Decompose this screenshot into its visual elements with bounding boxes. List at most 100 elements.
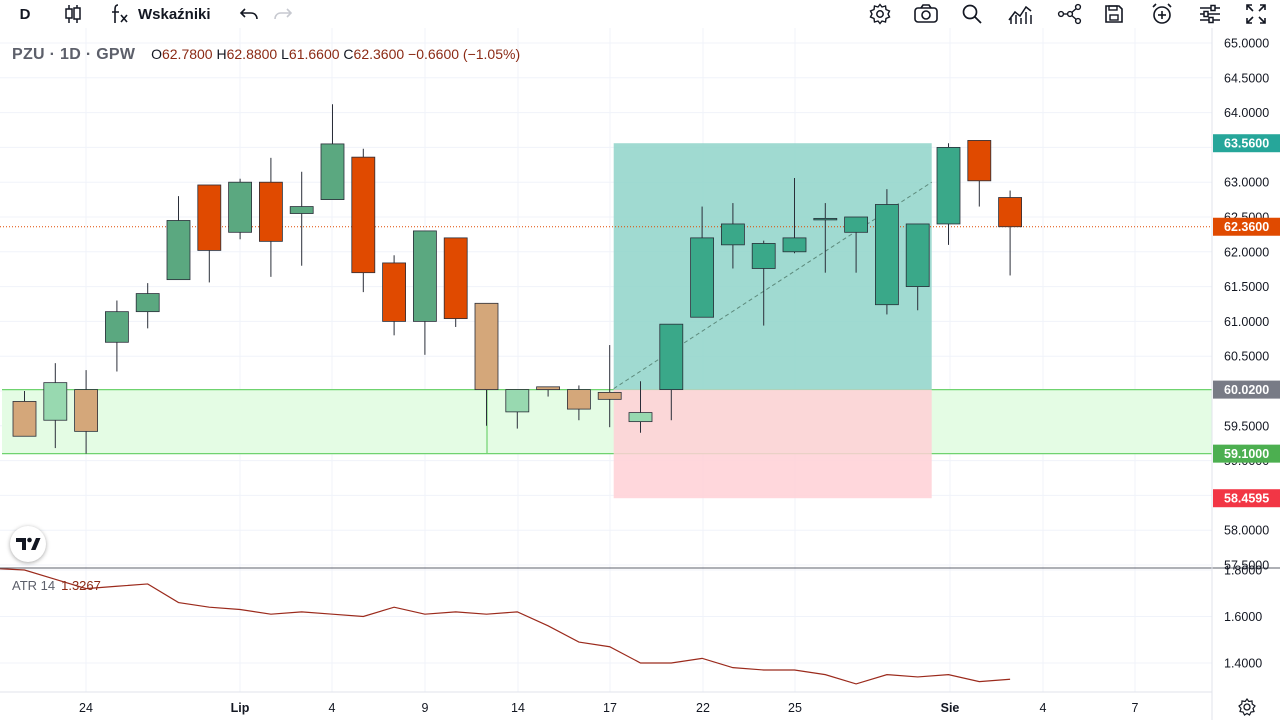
price-tag [1213,217,1280,236]
top-toolbar: D Wskaźniki [0,0,1280,28]
candle-body [844,216,868,233]
time-tick-label: 22 [696,701,710,715]
price-tag-label: 62.3600 [1224,220,1269,234]
candle-body [289,206,314,214]
candle[interactable] [567,385,591,421]
candle[interactable] [659,323,684,421]
redo-icon[interactable] [270,2,296,26]
undo-icon[interactable] [236,2,262,26]
price-tick-label: 57.5000 [1224,559,1269,573]
time-tick-label: Lip [231,701,250,715]
atr-name: ATR 14 [12,578,56,593]
candle[interactable] [105,300,129,372]
candle-body [166,220,191,281]
tradingview-logo[interactable] [10,526,46,562]
candle-body [505,389,530,413]
atr-value: 1.3267 [61,578,101,593]
candle[interactable] [320,104,345,200]
axis-settings-icon[interactable] [1238,697,1256,716]
camera-icon[interactable] [912,2,940,26]
candle[interactable] [844,216,868,273]
time-tick-label: 4 [1040,701,1047,715]
price-tick-label: 64.0000 [1224,106,1269,120]
price-tag-label: 58.4595 [1224,492,1269,506]
candles-icon[interactable] [60,2,86,26]
candle-body [597,391,622,400]
candle[interactable] [690,206,714,318]
candle[interactable] [258,157,283,277]
candle[interactable] [443,237,468,327]
candle-body [105,311,129,343]
compare-icon[interactable] [1006,2,1034,26]
symbol-title[interactable]: PZU · 1D · GPW [12,46,136,63]
candle[interactable] [382,255,407,336]
price-tick-label: 58.0000 [1224,524,1269,538]
network-icon[interactable] [1056,2,1084,26]
interval-button[interactable]: D [12,2,38,26]
candle-body [936,146,961,225]
settings-icon[interactable] [866,2,894,26]
loss-zone [613,389,932,499]
indicators-button[interactable]: Wskaźniki [108,2,224,26]
candle[interactable] [628,381,653,433]
interval-label: D [19,5,31,23]
high-value: 62.8800 [226,46,278,62]
search-icon[interactable] [958,2,986,26]
candle[interactable] [751,240,776,326]
candle[interactable] [721,203,745,269]
candle[interactable] [967,140,992,207]
candle[interactable] [289,171,314,266]
candle[interactable] [12,391,37,437]
price-tick-label: 65.0000 [1224,37,1269,51]
candle[interactable] [998,190,1022,276]
candle[interactable] [351,148,376,293]
candle-body [690,237,714,318]
candle[interactable] [597,345,622,428]
price-tag [1213,489,1280,508]
fx-icon [112,4,128,23]
candle-body [351,156,376,274]
candle[interactable] [228,178,253,240]
candle-body [721,223,745,246]
price-tag-label: 60.0200 [1224,383,1269,397]
indicators-label: Wskaźniki [138,5,211,23]
candle[interactable] [474,302,499,426]
candle-body [382,262,407,322]
candle[interactable] [412,230,437,355]
time-tick-label: 4 [329,701,336,715]
atr-line [0,568,1011,685]
candle-body [412,230,437,322]
candle[interactable] [505,389,530,429]
candle-body [228,181,253,233]
candle-body [905,223,930,288]
candle-body [659,323,684,391]
candle[interactable] [43,363,68,449]
candle[interactable] [197,184,222,283]
open-value: 62.7800 [161,46,213,62]
atr-legend[interactable]: ATR 14 1.3267 [12,578,101,593]
time-tick-label: 9 [422,701,429,715]
price-tag-label: 63.5600 [1224,137,1269,151]
candle[interactable] [135,283,160,329]
price-tick-label: 61.0000 [1224,315,1269,329]
time-tick-label: 14 [511,701,525,715]
candle[interactable] [166,196,191,281]
atr-tick-label: 1.8000 [1224,564,1262,578]
candle[interactable] [536,386,560,397]
candle-body [751,243,776,269]
atr-tick-label: 1.6000 [1224,610,1262,624]
candle[interactable] [875,189,899,315]
candle[interactable] [905,223,930,311]
candle-body [320,143,345,200]
sliders-icon[interactable] [1196,2,1224,26]
candle[interactable] [782,178,807,254]
alert-icon[interactable] [1148,2,1176,26]
candle[interactable] [936,143,961,245]
save-icon[interactable] [1100,2,1128,26]
candle[interactable] [74,370,98,454]
fullscreen-icon[interactable] [1242,2,1270,26]
price-tag [1213,380,1280,399]
close-label: C [343,46,354,62]
candle[interactable] [813,203,838,273]
